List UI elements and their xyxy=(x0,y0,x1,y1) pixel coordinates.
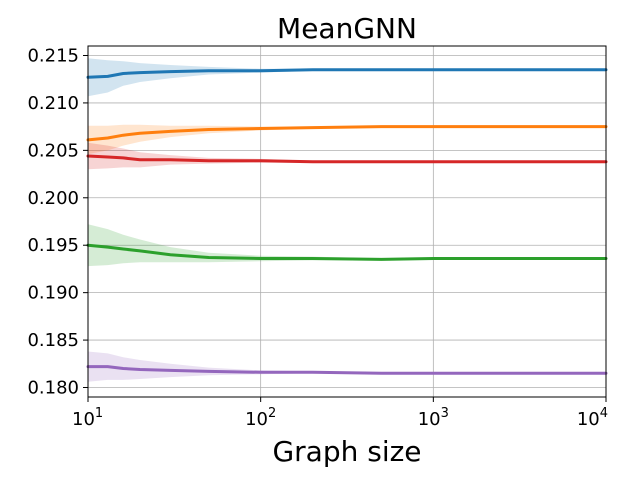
series-lines xyxy=(86,68,608,375)
y-tick-label: 0.205 xyxy=(27,140,79,161)
x-tick-label: 104 xyxy=(577,406,608,430)
series-3-band xyxy=(88,142,606,170)
x-tick-base: 10 xyxy=(245,409,268,430)
series-1-line xyxy=(86,68,608,79)
y-tick-label: 0.210 xyxy=(27,93,79,114)
x-tick-base: 10 xyxy=(72,409,95,430)
y-tick-label: 0.185 xyxy=(27,330,79,351)
y-axis-ticks: 0.180 0.185 0.190 0.195 0.200 0.205 0.210 0.215 xyxy=(27,45,88,399)
y-tick-label: 0.190 xyxy=(27,283,79,304)
chart-title: MeanGNN xyxy=(277,12,417,45)
series-4-band xyxy=(88,224,606,267)
series-5-band xyxy=(88,351,606,382)
x-tick-label: 103 xyxy=(418,406,449,430)
x-tick-exponent: 4 xyxy=(600,406,608,421)
x-axis-ticks: 101 102 103 104 xyxy=(72,397,608,430)
plot-frame xyxy=(87,45,607,398)
series-1-band xyxy=(88,58,606,97)
y-tick-label: 0.180 xyxy=(27,378,79,399)
series-5-line xyxy=(86,365,608,375)
series-3-line xyxy=(86,154,608,164)
x-tick-exponent: 3 xyxy=(441,406,449,421)
x-tick-exponent: 1 xyxy=(95,406,103,421)
x-tick-label: 101 xyxy=(72,406,103,430)
y-tick-label: 0.215 xyxy=(27,45,79,66)
y-tick-label: 0.200 xyxy=(27,188,79,209)
grid xyxy=(87,46,607,397)
x-tick-label: 102 xyxy=(245,406,276,430)
confidence-bands xyxy=(88,58,606,382)
x-axis-label: Graph size xyxy=(272,435,421,468)
series-2-band xyxy=(88,124,606,155)
y-tick-label: 0.195 xyxy=(27,235,79,256)
series-4-line xyxy=(86,243,608,261)
x-tick-base: 10 xyxy=(418,409,441,430)
x-tick-base: 10 xyxy=(577,409,600,430)
series-2-line xyxy=(86,125,608,142)
x-tick-exponent: 2 xyxy=(268,406,276,421)
